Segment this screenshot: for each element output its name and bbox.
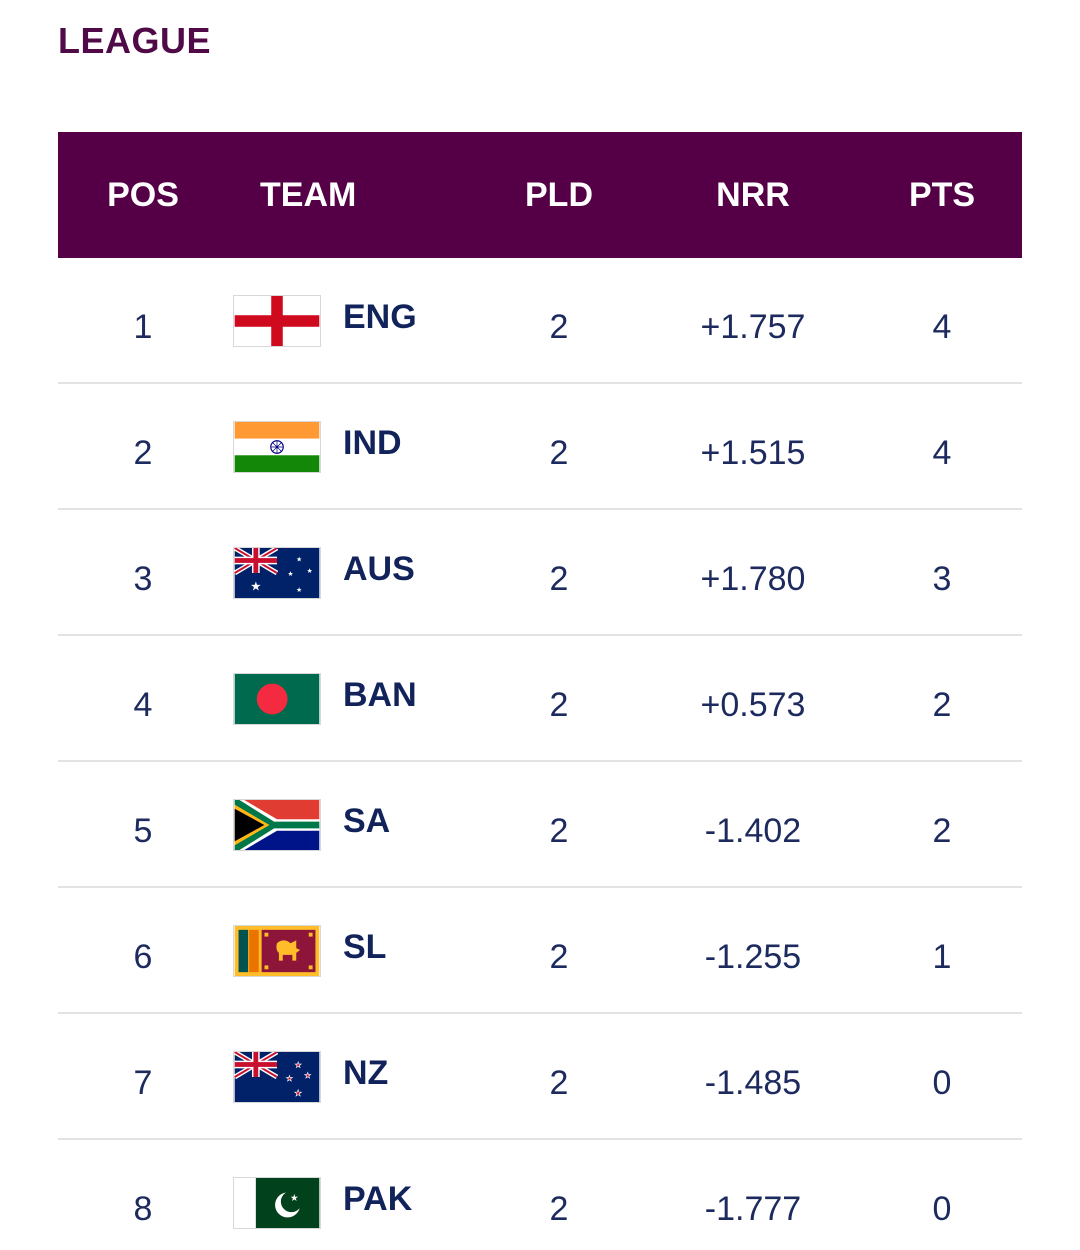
played-cell: 2 bbox=[549, 937, 569, 976]
points-cell: 2 bbox=[932, 685, 952, 724]
position-cell: 2 bbox=[133, 433, 153, 472]
table-row[interactable]: 2 IND 2 +1.515 4 bbox=[58, 384, 1022, 510]
table-row[interactable]: 7 ★ ★ ★ bbox=[58, 1014, 1022, 1140]
points-cell: 4 bbox=[932, 307, 952, 346]
played-cell: 2 bbox=[549, 1189, 569, 1228]
position-cell: 8 bbox=[133, 1189, 153, 1228]
team-name: IND bbox=[343, 423, 402, 462]
played-cell: 2 bbox=[549, 307, 569, 346]
team-cell[interactable]: BAN bbox=[233, 636, 417, 762]
played-cell: 2 bbox=[549, 685, 569, 724]
bangladesh-flag-icon bbox=[233, 673, 321, 725]
standings-table: POS TEAM PLD NRR PTS 1 ENG 2 +1.757 bbox=[58, 132, 1022, 1250]
points-cell: 3 bbox=[932, 559, 952, 598]
position-cell: 1 bbox=[133, 307, 153, 346]
team-cell[interactable]: ENG bbox=[233, 258, 417, 384]
india-flag-icon bbox=[233, 421, 321, 473]
table-row[interactable]: 8 ★ PAK 2 -1.777 0 bbox=[58, 1140, 1022, 1250]
position-cell: 7 bbox=[133, 1063, 153, 1102]
table-row[interactable]: 4 BAN 2 +0.573 2 bbox=[58, 636, 1022, 762]
position-cell: 4 bbox=[133, 685, 153, 724]
nrr-cell: +0.573 bbox=[700, 685, 806, 724]
table-row[interactable]: 3 ★ ★ ★ bbox=[58, 510, 1022, 636]
team-name: NZ bbox=[343, 1053, 389, 1092]
team-name: SA bbox=[343, 801, 391, 840]
nrr-cell: +1.515 bbox=[700, 433, 806, 472]
sri-lanka-flag-icon bbox=[233, 925, 321, 977]
team-cell[interactable]: SL bbox=[233, 888, 386, 1014]
table-row[interactable]: 5 SA 2 -1.402 2 bbox=[58, 762, 1022, 888]
svg-text:★: ★ bbox=[307, 567, 313, 575]
svg-text:★: ★ bbox=[295, 1060, 302, 1069]
position-cell: 3 bbox=[133, 559, 153, 598]
south-africa-flag-icon bbox=[233, 799, 321, 851]
column-header-nrr: NRR bbox=[716, 175, 790, 214]
nrr-cell: -1.402 bbox=[704, 811, 802, 850]
points-cell: 0 bbox=[932, 1063, 952, 1102]
column-header-pts: PTS bbox=[908, 175, 976, 214]
played-cell: 2 bbox=[549, 811, 569, 850]
position-cell: 5 bbox=[133, 811, 153, 850]
pakistan-flag-icon: ★ bbox=[233, 1177, 321, 1229]
points-cell: 4 bbox=[932, 433, 952, 472]
table-body: 1 ENG 2 +1.757 4 2 bbox=[58, 258, 1022, 1250]
played-cell: 2 bbox=[549, 559, 569, 598]
svg-text:★: ★ bbox=[294, 1089, 302, 1099]
team-name: AUS bbox=[343, 549, 415, 588]
points-cell: 2 bbox=[932, 811, 952, 850]
svg-text:★: ★ bbox=[296, 586, 302, 594]
svg-text:★: ★ bbox=[304, 1071, 311, 1080]
played-cell: 2 bbox=[549, 1063, 569, 1102]
column-header-pos: POS bbox=[107, 175, 179, 214]
nrr-cell: -1.777 bbox=[704, 1189, 802, 1228]
section-title: LEAGUE bbox=[58, 20, 212, 61]
team-name: ENG bbox=[343, 297, 417, 336]
team-name: BAN bbox=[343, 675, 417, 714]
column-header-team: TEAM bbox=[260, 175, 357, 214]
svg-text:★: ★ bbox=[286, 1074, 293, 1083]
nrr-cell: +1.780 bbox=[700, 559, 806, 598]
points-cell: 0 bbox=[932, 1189, 952, 1228]
svg-text:★: ★ bbox=[290, 1193, 299, 1204]
table-row[interactable]: 6 SL 2 -1.255 bbox=[58, 888, 1022, 1014]
svg-text:★: ★ bbox=[296, 555, 302, 563]
played-cell: 2 bbox=[549, 433, 569, 472]
team-cell[interactable]: SA bbox=[233, 762, 390, 888]
nrr-cell: -1.255 bbox=[704, 937, 802, 976]
australia-flag-icon: ★ ★ ★ ★ ★ bbox=[233, 547, 321, 599]
table-row[interactable]: 1 ENG 2 +1.757 4 bbox=[58, 258, 1022, 384]
nrr-cell: +1.757 bbox=[700, 307, 806, 346]
svg-text:★: ★ bbox=[250, 578, 261, 593]
points-cell: 1 bbox=[932, 937, 952, 976]
table-header: POS TEAM PLD NRR PTS bbox=[58, 132, 1022, 258]
team-name: SL bbox=[343, 927, 387, 966]
team-cell[interactable]: ★ ★ ★ ★ NZ bbox=[233, 1014, 388, 1140]
svg-text:★: ★ bbox=[287, 570, 293, 578]
team-cell[interactable]: ★ ★ ★ ★ ★ AUS bbox=[233, 510, 415, 636]
team-name: PAK bbox=[343, 1179, 413, 1218]
new-zealand-flag-icon: ★ ★ ★ ★ bbox=[233, 1051, 321, 1103]
team-cell[interactable]: ★ PAK bbox=[233, 1140, 412, 1250]
england-flag-icon bbox=[233, 295, 321, 347]
column-header-pld: PLD bbox=[525, 175, 593, 214]
position-cell: 6 bbox=[133, 937, 153, 976]
team-cell[interactable]: IND bbox=[233, 384, 402, 510]
nrr-cell: -1.485 bbox=[704, 1063, 802, 1102]
